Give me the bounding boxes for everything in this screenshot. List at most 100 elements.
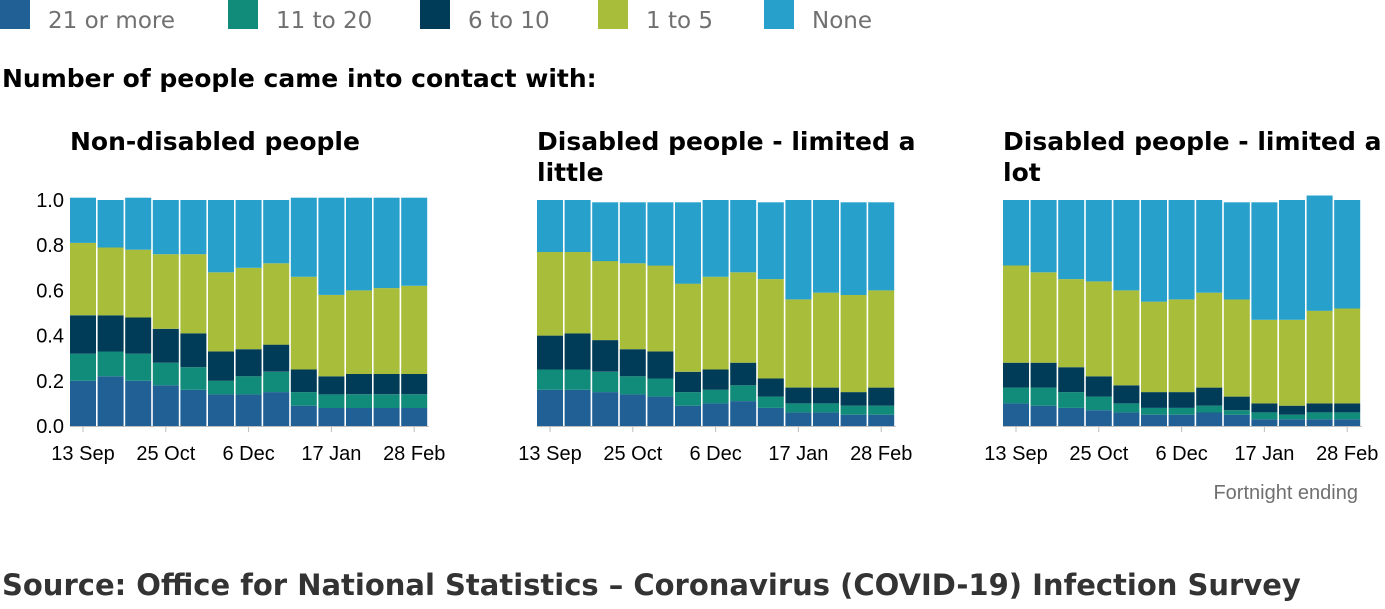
bar-segment [868, 202, 895, 291]
bar-segment [70, 197, 96, 243]
bar-segment [1085, 396, 1112, 411]
bar-segment [235, 200, 262, 268]
x-tick-label: 17 Jan [301, 443, 361, 465]
bar-segment [1030, 200, 1057, 273]
bar-segment [1279, 414, 1305, 420]
bar-segment [1251, 403, 1278, 413]
legend-label: 1 to 5 [646, 8, 713, 34]
bar-segment [97, 376, 124, 426]
bar-segment [318, 394, 345, 408]
bar-segment [675, 392, 701, 406]
bar-segment [97, 200, 124, 248]
bar-segment [373, 407, 400, 426]
bar-segment [675, 202, 701, 284]
bar-segment [1141, 414, 1167, 426]
legend-item-6-to-10: 6 to 10 [420, 0, 550, 36]
bar-segment [318, 294, 345, 377]
bar-segment [1334, 200, 1361, 309]
x-tick-label: 25 Oct [1069, 443, 1128, 465]
panel-title-limited-a-lot: Disabled people - limited a lot [1003, 127, 1382, 187]
legend-item-11-to-20: 11 to 20 [228, 0, 372, 36]
bar-segment [537, 389, 563, 426]
bar-segment [401, 197, 428, 286]
x-tick-label: 13 Sep [518, 443, 581, 465]
bar-segment [1003, 265, 1029, 363]
bar-segment [702, 276, 729, 370]
bar-segment [785, 200, 812, 300]
bar-segment [813, 200, 839, 293]
bar-segment [1251, 202, 1278, 320]
bar-segment [235, 349, 262, 377]
bar-segment [1306, 412, 1333, 420]
bar-segment [564, 200, 591, 252]
bar-segment [208, 394, 234, 426]
bar-segment [1196, 387, 1223, 406]
bar-segment [1334, 419, 1361, 426]
bar-segment [373, 197, 400, 289]
bar-segment [1113, 385, 1140, 404]
x-tick-label: 6 Dec [1155, 443, 1207, 465]
bar-segment [180, 254, 207, 334]
bar-segment [373, 374, 400, 395]
y-tick-label: 0.2 [36, 371, 64, 393]
bar-segment [97, 351, 124, 377]
bar-segment [346, 374, 372, 395]
bar-segment [263, 263, 290, 345]
bar-segment [1030, 272, 1057, 363]
bar-segment [702, 369, 729, 390]
legend-swatch [764, 0, 794, 29]
bar-segment [70, 315, 96, 354]
bar-segment [1196, 412, 1223, 426]
bar-segment [840, 392, 867, 406]
bar-segment [125, 197, 152, 250]
bar-segment [592, 202, 619, 262]
x-tick-label: 25 Oct [603, 443, 662, 465]
bar-segment [1334, 403, 1361, 413]
bar-segment [619, 394, 646, 426]
bar-segment [1279, 419, 1305, 426]
legend-swatch [0, 0, 30, 29]
bar-segment [1279, 405, 1305, 415]
bar-segment [1223, 396, 1250, 411]
bar-segment [263, 392, 290, 426]
legend-label: None [812, 8, 873, 34]
bar-segment [537, 369, 563, 390]
bar-segment [1223, 202, 1250, 300]
bar-segment [647, 378, 674, 397]
bar-segment [757, 378, 784, 397]
bar-segment [702, 403, 729, 426]
bar-segment [1306, 310, 1333, 404]
bar-segment [152, 200, 179, 255]
bar-segment [537, 335, 563, 370]
bar-segment [401, 285, 428, 374]
chart-title: Number of people came into contact with: [2, 64, 597, 93]
bar-segment [1251, 419, 1278, 426]
bar-segment [1058, 200, 1085, 280]
bar-segment [564, 389, 591, 426]
bar-segment [152, 362, 179, 386]
bar-segment [1168, 299, 1195, 393]
bar-segment [592, 261, 619, 341]
y-tick-label: 0.0 [36, 416, 64, 438]
bar-segment [1085, 376, 1112, 397]
bar-segment [1141, 200, 1167, 302]
panels-layer: 13 Sep 25 Oct 6 Dec 17 Jan 28 Feb 0.0 0.2 0.4 0.… [36, 190, 1378, 465]
bar-segment [868, 414, 895, 426]
bar-segment [125, 249, 152, 318]
bar-segment [1058, 279, 1085, 368]
bar-segment [619, 202, 646, 264]
bar-segment [180, 333, 207, 368]
bar-segment [537, 252, 563, 336]
bar-segment [702, 389, 729, 404]
x-tick-label: 28 Feb [1316, 443, 1378, 465]
bar-segment [1196, 292, 1223, 388]
bar-segment [263, 344, 290, 372]
bar-segment [1196, 405, 1223, 413]
bar-segment [1030, 405, 1057, 426]
bar-segment [401, 407, 428, 426]
bar-segment [619, 376, 646, 395]
legend-label: 21 or more [48, 8, 175, 34]
bar-segment [1279, 200, 1305, 320]
bar-segment [1141, 301, 1167, 393]
bar-segment [757, 407, 784, 426]
